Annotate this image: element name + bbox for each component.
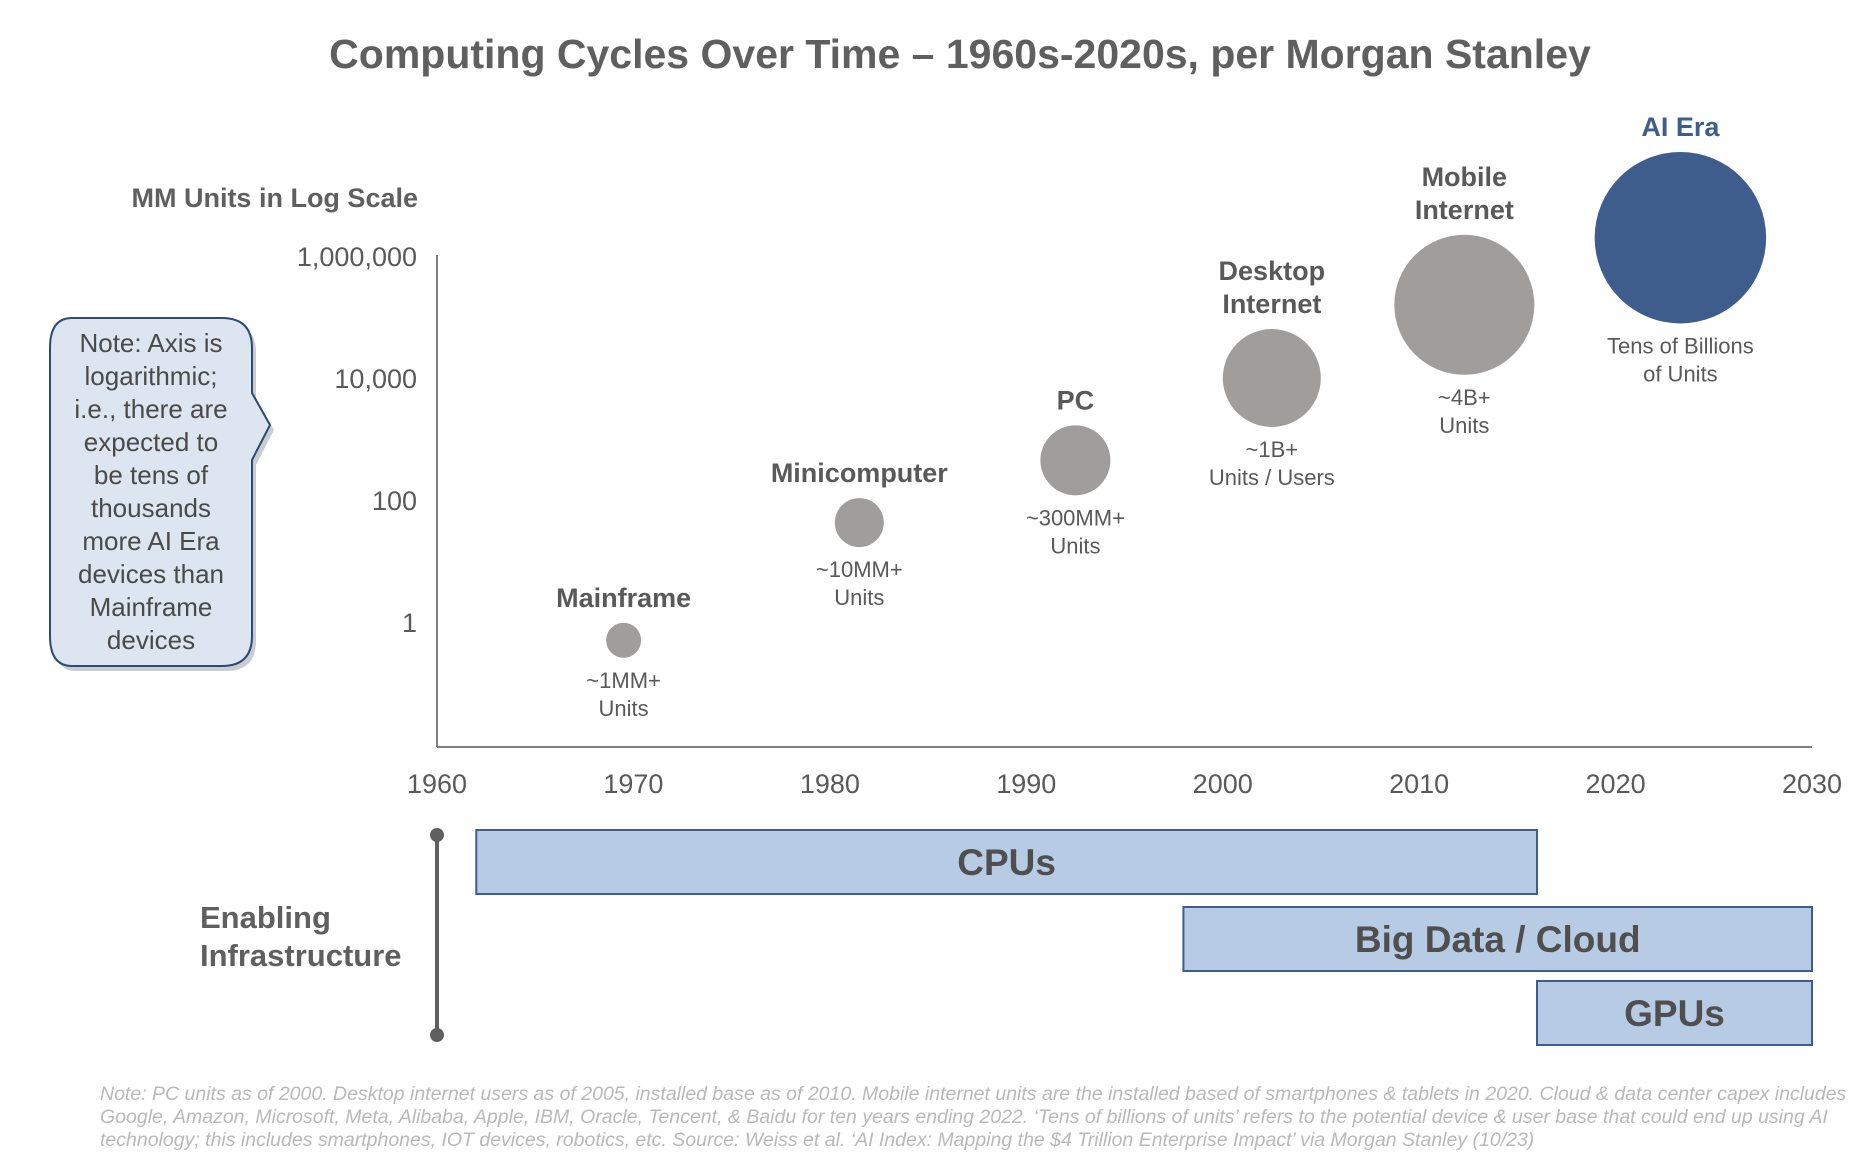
infra-timeline-dot-top bbox=[430, 828, 444, 842]
era-name-line: Internet bbox=[1222, 289, 1321, 319]
chart-title: Computing Cycles Over Time – 1960s-2020s… bbox=[329, 31, 1591, 77]
y-tick-labels: 1,000,000 10,000 100 1 bbox=[297, 242, 417, 638]
era-name-line: PC bbox=[1057, 385, 1095, 415]
infra-timeline-dot-bottom bbox=[430, 1028, 444, 1042]
era-name-line: Mobile bbox=[1422, 162, 1508, 192]
callout-text-line: devices bbox=[107, 625, 195, 655]
era-units-label-line: ~1B+ bbox=[1246, 437, 1299, 462]
era-minicomputer: Minicomputer ~10MM+ Units bbox=[771, 458, 948, 610]
era-units-label-line: of Units bbox=[1643, 361, 1718, 386]
callout-text-line: Note: Axis is bbox=[79, 328, 222, 358]
era-mainframe: Mainframe ~1MM+ Units bbox=[556, 583, 691, 721]
callout-text-line: devices than bbox=[78, 559, 224, 589]
era-units-label: ~300MM+ Units bbox=[1026, 505, 1125, 558]
era-name: Desktop Internet bbox=[1219, 256, 1326, 319]
infra-label: Enabling Infrastructure bbox=[200, 900, 402, 973]
era-desktop-internet: Desktop Internet ~1B+ Units / Users bbox=[1209, 256, 1335, 490]
x-tick-label: 2010 bbox=[1389, 769, 1449, 799]
era-units-label-line: Units bbox=[599, 696, 649, 721]
callout-text: Note: Axis is logarithmic; i.e., there are… bbox=[74, 328, 227, 655]
era-name: Mobile Internet bbox=[1415, 162, 1514, 225]
infra-bar bbox=[475, 829, 1538, 895]
era-bubble bbox=[1222, 329, 1321, 427]
era-units-label-line: ~300MM+ bbox=[1026, 505, 1125, 530]
x-tick-label: 2020 bbox=[1586, 769, 1646, 799]
callout-text-line: logarithmic; bbox=[85, 361, 218, 391]
era-units-label: ~4B+ Units bbox=[1438, 385, 1491, 438]
infra-bar bbox=[1182, 906, 1813, 972]
callout-text-line: expected to bbox=[84, 427, 218, 457]
callout-text-line: thousands bbox=[91, 493, 211, 523]
infra-bar-big-data-cloud: Big Data / Cloud bbox=[1182, 906, 1813, 972]
enabling-infrastructure: Enabling Infrastructure CPUs Big Data / Clo… bbox=[200, 828, 1813, 1046]
y-tick-label: 1,000,000 bbox=[297, 242, 417, 272]
era-name-line: Internet bbox=[1415, 195, 1514, 225]
era-ai-era: AI Era Tens of Billions of Units bbox=[1594, 112, 1767, 386]
era-units-label-line: Units / Users bbox=[1209, 465, 1335, 490]
x-tick-label: 2030 bbox=[1782, 769, 1842, 799]
x-tick-label: 1980 bbox=[800, 769, 860, 799]
infra-bar-label: CPUs bbox=[957, 842, 1056, 883]
x-tick-label: 1970 bbox=[603, 769, 663, 799]
era-units-label: ~1MM+ Units bbox=[586, 668, 661, 721]
era-units-label-line: ~4B+ bbox=[1438, 385, 1491, 410]
y-tick-label: 1 bbox=[402, 608, 417, 638]
era-units-label-line: Units bbox=[1050, 533, 1100, 558]
infra-label-line: Enabling bbox=[200, 900, 331, 935]
x-tick-labels: 1960 1970 1980 1990 2000 2010 2020 2030 bbox=[407, 769, 1842, 799]
callout-text-line: be tens of bbox=[94, 460, 209, 490]
axis-note-callout: Note: Axis is logarithmic; i.e., there are… bbox=[49, 317, 274, 671]
infra-bar-cpus: CPUs bbox=[475, 829, 1538, 895]
era-name-line: Minicomputer bbox=[771, 458, 948, 488]
era-name-line: Mainframe bbox=[556, 583, 691, 613]
callout-text-line: i.e., there are bbox=[74, 394, 227, 424]
infra-bar bbox=[1536, 980, 1813, 1046]
era-units-label: ~10MM+ Units bbox=[816, 557, 903, 610]
era-bubble bbox=[1594, 151, 1767, 324]
footnote: Note: PC units as of 2000. Desktop inter… bbox=[100, 1083, 1847, 1151]
era-name: AI Era bbox=[1641, 112, 1720, 142]
era-name: Minicomputer bbox=[771, 458, 948, 488]
infra-label-line: Infrastructure bbox=[200, 938, 402, 973]
era-bubble bbox=[1394, 234, 1535, 375]
era-units-label: ~1B+ Units / Users bbox=[1209, 437, 1335, 490]
y-tick-label: 10,000 bbox=[334, 364, 417, 394]
era-units-label-line: ~10MM+ bbox=[816, 557, 903, 582]
infra-bar-label: GPUs bbox=[1624, 993, 1725, 1034]
era-pc: PC ~300MM+ Units bbox=[1026, 385, 1125, 558]
infra-bar-label: Big Data / Cloud bbox=[1355, 919, 1641, 960]
x-tick-label: 2000 bbox=[1193, 769, 1253, 799]
era-units-label-line: Tens of Billions bbox=[1607, 333, 1754, 358]
era-units-label-line: Units bbox=[1439, 413, 1489, 438]
y-tick-label: 100 bbox=[372, 486, 417, 516]
era-name: PC bbox=[1057, 385, 1095, 415]
era-bubble bbox=[1040, 425, 1111, 496]
era-units-label-line: Units bbox=[834, 585, 884, 610]
era-name-line: AI Era bbox=[1641, 112, 1720, 142]
infra-bar-gpus: GPUs bbox=[1536, 980, 1813, 1046]
era-bubble bbox=[834, 498, 884, 548]
era-bubbles: Mainframe ~1MM+ Units Minicomputer ~10MM+ Uni… bbox=[556, 112, 1767, 721]
callout-box bbox=[49, 317, 272, 667]
era-bubble bbox=[606, 622, 642, 658]
x-tick-label: 1960 bbox=[407, 769, 467, 799]
y-axis-label: MM Units in Log Scale bbox=[131, 183, 418, 213]
callout-text-line: Mainframe bbox=[90, 592, 213, 622]
x-tick-label: 1990 bbox=[996, 769, 1056, 799]
era-units-label: Tens of Billions of Units bbox=[1607, 333, 1754, 386]
era-name-line: Desktop bbox=[1219, 256, 1326, 286]
era-mobile-internet: Mobile Internet ~4B+ Units bbox=[1394, 162, 1535, 438]
callout-text-line: more AI Era bbox=[82, 526, 220, 556]
era-units-label-line: ~1MM+ bbox=[586, 668, 661, 693]
era-name: Mainframe bbox=[556, 583, 691, 613]
